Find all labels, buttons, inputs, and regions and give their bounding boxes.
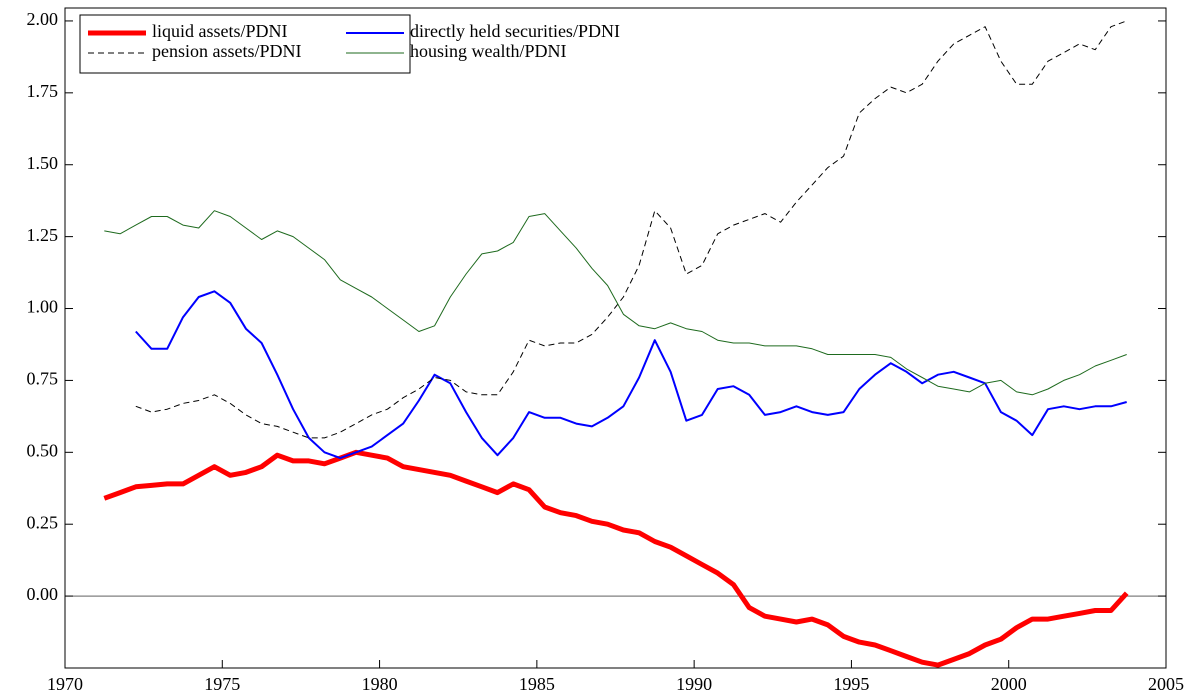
y-tick-label: 1.50	[27, 153, 59, 173]
x-tick-label: 1985	[519, 674, 555, 694]
series-line	[135, 20, 1127, 439]
x-tick-label: 1980	[362, 674, 398, 694]
legend-label: liquid assets/PDNI	[152, 21, 288, 41]
legend-label: housing wealth/PDNI	[410, 41, 567, 61]
y-tick-label: 0.50	[27, 440, 59, 460]
legend-box	[79, 14, 411, 74]
x-tick-label: 1995	[833, 674, 869, 694]
x-tick-label: 2000	[991, 674, 1027, 694]
series-line	[103, 449, 1129, 668]
x-tick-label: 1975	[204, 674, 240, 694]
y-tick-label: 2.00	[27, 9, 59, 29]
y-tick-label: 0.25	[27, 512, 59, 532]
x-tick-label: 2005	[1148, 674, 1184, 694]
y-tick-label: 1.75	[27, 81, 59, 101]
x-tick-label: 1990	[676, 674, 712, 694]
legend-label: pension assets/PDNI	[152, 41, 302, 61]
x-tick-label: 1970	[47, 674, 83, 694]
legend-label: directly held securities/PDNI	[410, 21, 620, 41]
y-tick-label: 1.00	[27, 297, 59, 317]
series-line	[104, 210, 1127, 396]
y-tick-label: 1.25	[27, 225, 59, 245]
y-tick-label: 0.00	[27, 584, 59, 604]
plot-frame	[64, 7, 1167, 669]
series-line	[135, 290, 1127, 460]
y-tick-label: 0.75	[27, 369, 59, 389]
